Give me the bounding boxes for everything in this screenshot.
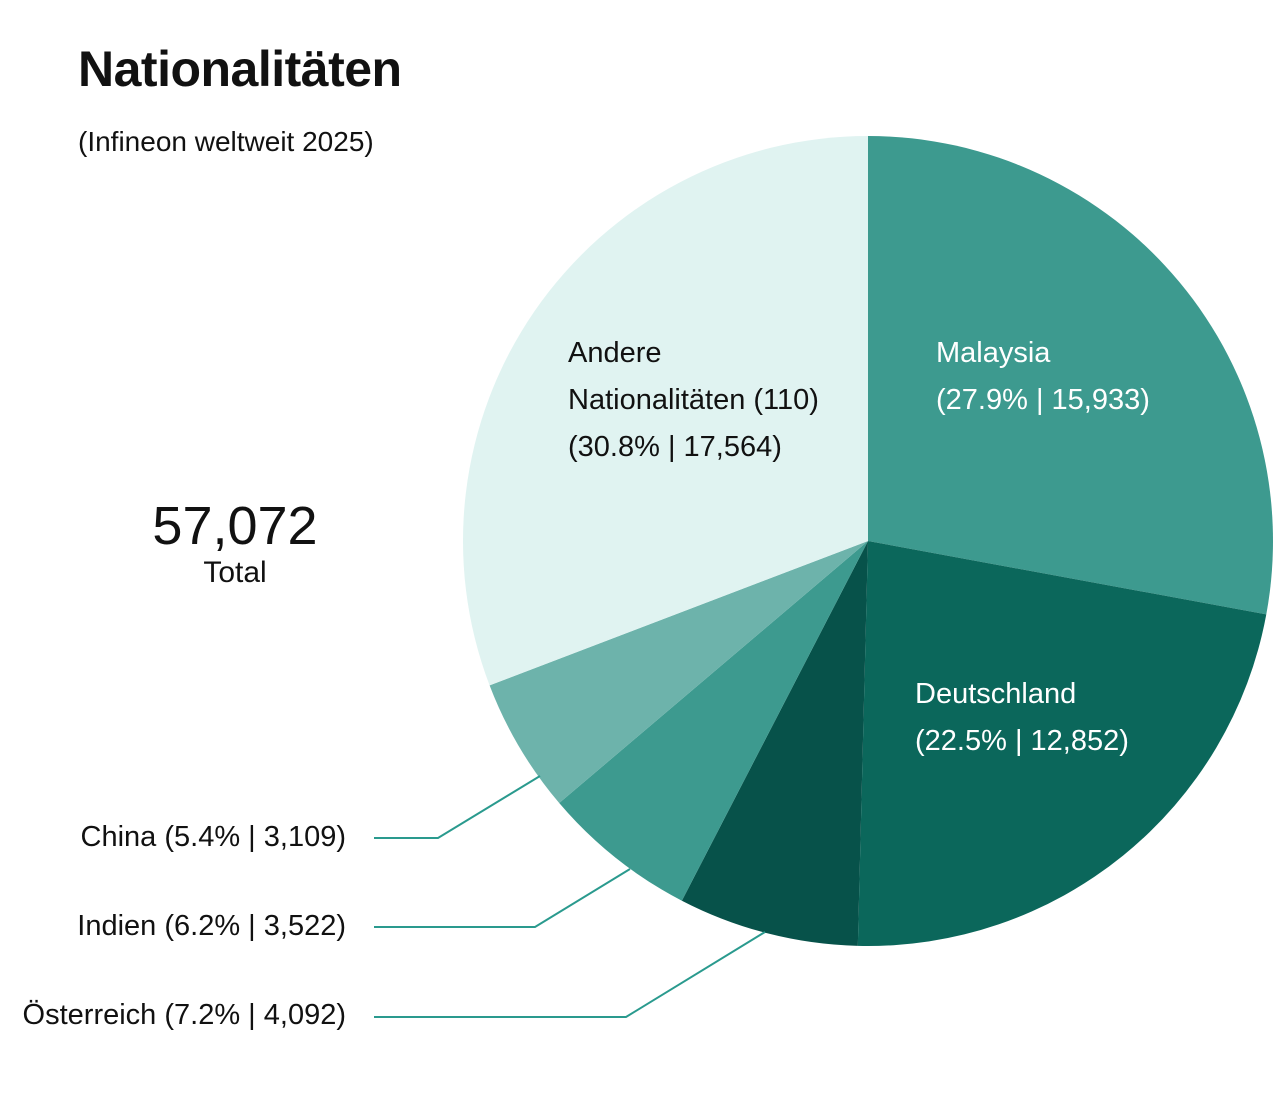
total-value: 57,072 bbox=[152, 496, 318, 556]
label-deutschland-name: Deutschland bbox=[915, 678, 1077, 710]
label-malaysia-value: (27.9% | 15,933) bbox=[936, 384, 1150, 416]
label-deutschland: Deutschland (22.5% | 12,852) bbox=[915, 671, 1129, 765]
chart-title: Nationalitäten bbox=[78, 41, 402, 97]
pie-slice-indien bbox=[559, 541, 868, 901]
pie-slice-andere bbox=[462, 136, 868, 686]
label-deutschland-value: (22.5% | 12,852) bbox=[915, 725, 1129, 757]
leader-line-china bbox=[374, 775, 541, 839]
total-label: Total bbox=[203, 556, 267, 589]
pie-slice-malaysia bbox=[868, 136, 1273, 615]
leader-line-indien bbox=[374, 868, 631, 928]
label-indien: Indien (6.2% | 3,522) bbox=[77, 910, 346, 942]
label-oesterreich: Österreich (7.2% | 4,092) bbox=[22, 999, 346, 1031]
pie-slice-deutschland bbox=[857, 541, 1267, 946]
total-block: 57,072 Total bbox=[120, 496, 350, 590]
label-malaysia-name: Malaysia bbox=[936, 337, 1051, 369]
pie-slice-china bbox=[489, 541, 868, 804]
leader-line-oesterreich bbox=[374, 931, 766, 1018]
label-andere: Andere Nationalitäten (110) (30.8% | 17,… bbox=[568, 330, 819, 471]
label-malaysia: Malaysia (27.9% | 15,933) bbox=[936, 330, 1150, 424]
label-andere-line1: Andere bbox=[568, 337, 662, 369]
pie-slice-oesterreich bbox=[681, 541, 868, 946]
label-andere-value: (30.8% | 17,564) bbox=[568, 431, 782, 463]
label-china: China (5.4% | 3,109) bbox=[80, 821, 346, 853]
chart-subtitle: (Infineon weltweit 2025) bbox=[78, 126, 374, 157]
label-andere-line2: Nationalitäten (110) bbox=[568, 384, 819, 416]
